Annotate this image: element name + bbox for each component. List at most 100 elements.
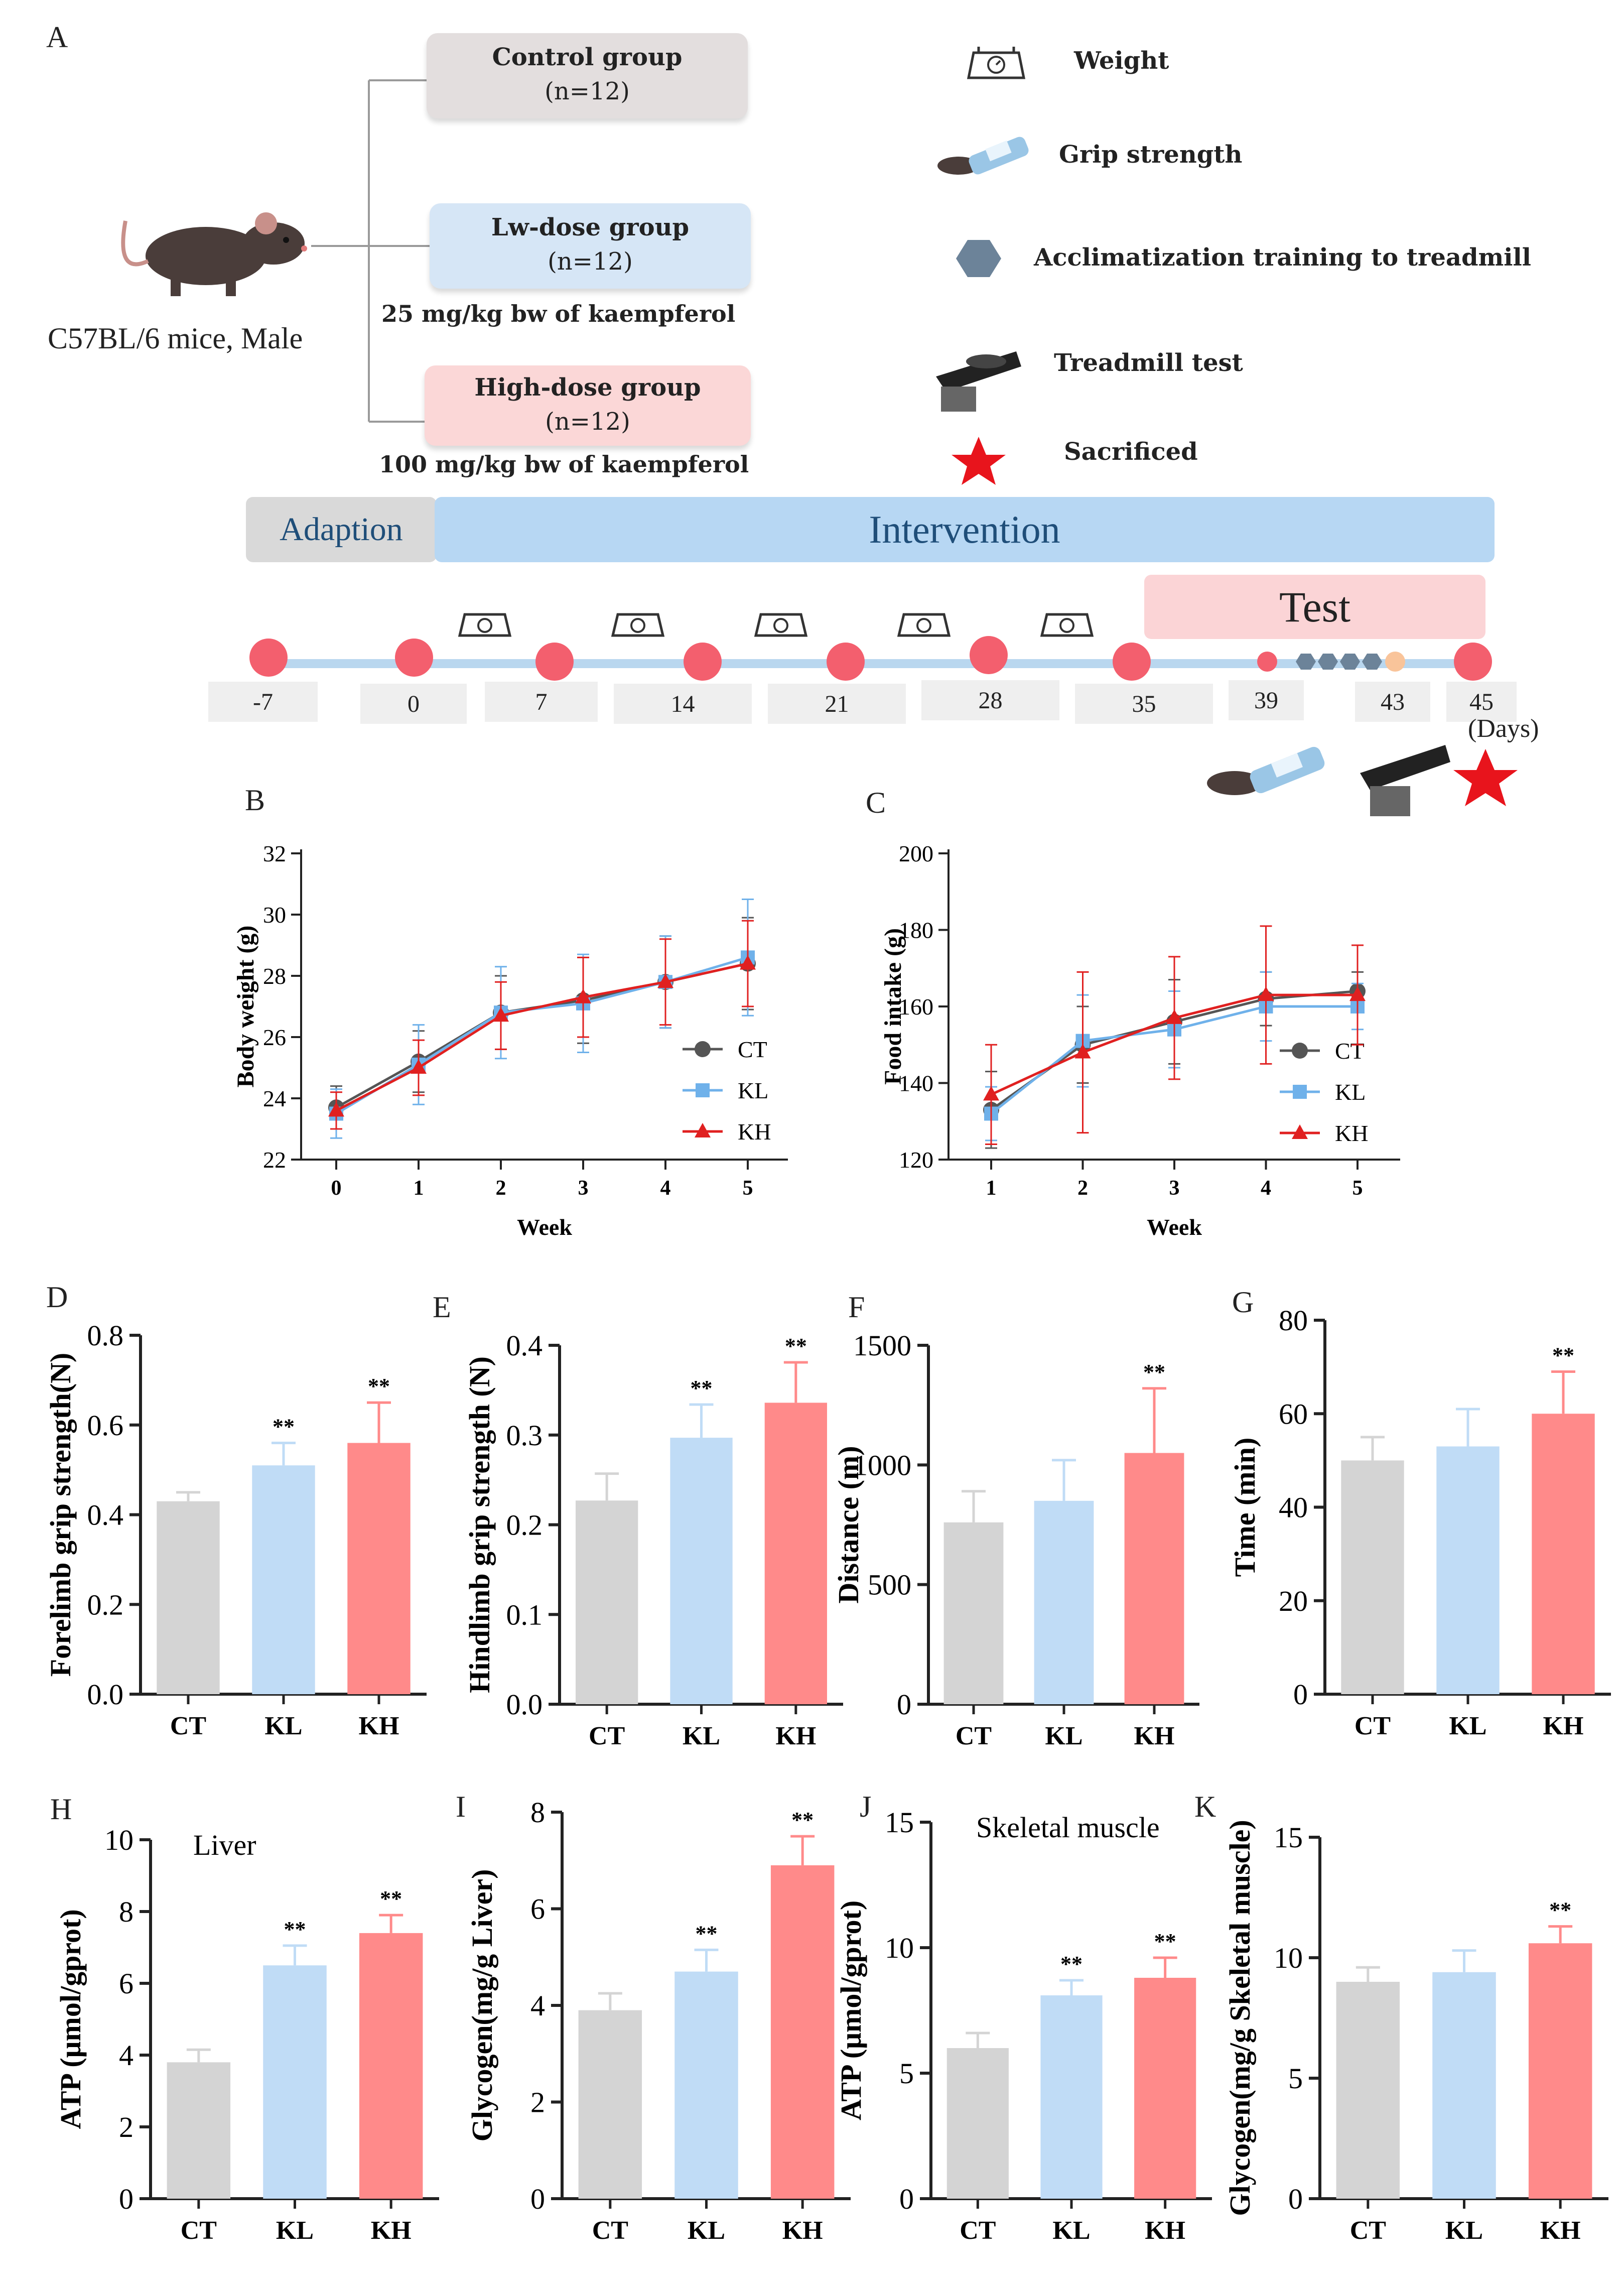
- x-tick-label: 0: [331, 1177, 342, 1200]
- data-point-ct: [411, 1053, 427, 1070]
- phase-intervention: Intervention: [435, 497, 1495, 562]
- x-tick-label: KL: [683, 1722, 720, 1750]
- y-tick-label: 15: [1274, 1821, 1303, 1854]
- x-tick-label: KL: [1445, 2216, 1483, 2245]
- panel-letter-f: F: [848, 1291, 865, 1324]
- data-point-ct: [1349, 983, 1366, 999]
- day-label: 28: [921, 680, 1059, 720]
- data-point-kh: [1166, 1009, 1182, 1024]
- time-bar-chart: 0 20 40 60 80 CT KL KH ** Time (min): [1229, 1304, 1611, 1740]
- y-tick-label: 1500: [853, 1329, 911, 1362]
- liver-atp-bar-chart: 0 2 4 6 8 10 CT KL ** KH ** ATP (μmol/gprot) Liver: [54, 1824, 439, 2245]
- y-tick-label: 8: [530, 1796, 545, 1829]
- legend-label: KL: [738, 1078, 768, 1103]
- timeline-dot-day-39: [1257, 652, 1277, 672]
- series-line-kh: [335, 962, 748, 1112]
- x-tick-label: 4: [660, 1177, 671, 1200]
- day-label: 45: [1446, 682, 1517, 722]
- bar-ct: [1336, 1982, 1400, 2199]
- data-point-kl: [1350, 999, 1365, 1013]
- significance-mark: **: [284, 1917, 306, 1942]
- y-tick-label: 10: [104, 1824, 133, 1856]
- chart-title: Liver: [193, 1829, 256, 1861]
- bar-kl: [670, 1438, 733, 1704]
- x-tick-label: CT: [170, 1712, 206, 1740]
- scale-icon: [458, 613, 512, 637]
- data-point-kl: [984, 1106, 998, 1121]
- control-group-box: Control group (n=12): [427, 33, 748, 118]
- y-tick-label: 80: [1279, 1304, 1308, 1337]
- panel-letter-h: H: [50, 1793, 72, 1826]
- bar-ct: [1341, 1460, 1404, 1694]
- y-axis-label: ATP (μmol/gprot): [54, 1909, 87, 2129]
- series-line-ct: [335, 962, 748, 1109]
- timeline-dot-day-14: [684, 643, 722, 681]
- bar-kh: [1532, 1414, 1595, 1694]
- chart-title: Skeletal muscle: [976, 1811, 1160, 1844]
- x-tick-label: KH: [1134, 1722, 1175, 1750]
- y-tick-label: 0.2: [506, 1509, 543, 1542]
- x-tick-label: 1: [986, 1177, 997, 1200]
- y-tick-label: 10: [885, 1932, 914, 1964]
- x-tick-label: KL: [276, 2216, 314, 2245]
- day-label: 0: [360, 684, 467, 724]
- bar-kl: [1034, 1500, 1094, 1704]
- timeline-dot-day-35: [1113, 643, 1151, 681]
- data-point-kl: [494, 1005, 508, 1020]
- y-tick-label: 6: [530, 1893, 545, 1926]
- bar-kh: [764, 1403, 827, 1704]
- legend-label: CT: [1335, 1038, 1365, 1064]
- day-label: 39: [1229, 680, 1304, 720]
- panel-letter-k: K: [1194, 1790, 1216, 1823]
- x-tick-label: KH: [775, 1722, 816, 1750]
- x-tick-label: 3: [578, 1177, 589, 1200]
- days-unit-label: (Days): [1468, 714, 1539, 743]
- bar-ct: [578, 2010, 642, 2199]
- data-point-kh: [983, 1086, 999, 1101]
- y-tick-label: 10: [1274, 1942, 1303, 1974]
- distance-bar-chart: 0 500 1000 1500 CT KL KH ** Distance (m): [832, 1329, 1199, 1750]
- treadmill-icon: [1360, 745, 1450, 816]
- bar-ct: [946, 2048, 1009, 2199]
- star-icon: [952, 437, 1006, 485]
- y-tick-label: 180: [899, 918, 933, 943]
- legend-marker: [695, 1123, 711, 1137]
- x-tick-label: CT: [1350, 2216, 1386, 2245]
- bar-kh: [1124, 1453, 1184, 1704]
- y-tick-label: 2: [530, 2086, 545, 2119]
- y-tick-label: 0.4: [506, 1329, 543, 1362]
- x-tick-label: KH: [782, 2216, 823, 2245]
- significance-mark: **: [1154, 1929, 1176, 1954]
- panel-letter-e: E: [433, 1291, 451, 1324]
- x-tick-label: KH: [1145, 2216, 1185, 2245]
- legend-marker: [696, 1083, 710, 1097]
- y-tick-label: 26: [263, 1025, 286, 1050]
- bar-kl: [674, 1971, 738, 2199]
- y-tick-label: 0: [530, 2183, 545, 2215]
- y-axis-label: Body weight (g): [232, 926, 259, 1088]
- x-tick-label: CT: [1355, 1712, 1391, 1740]
- day-label: 43: [1355, 682, 1430, 722]
- x-tick-label: KH: [359, 1712, 399, 1740]
- legend-marker: [1292, 1124, 1308, 1139]
- y-tick-label: 0.8: [87, 1319, 124, 1352]
- y-tick-label: 24: [263, 1086, 286, 1111]
- bar-ct: [943, 1522, 1004, 1704]
- x-tick-label: KL: [264, 1712, 302, 1740]
- y-tick-label: 6: [119, 1967, 133, 2000]
- legend-grip-strength: Grip strength: [1059, 141, 1243, 169]
- x-tick-label: CT: [960, 2216, 996, 2245]
- data-point-kh: [493, 1007, 509, 1022]
- y-tick-label: 4: [530, 1989, 545, 2022]
- y-tick-label: 60: [1279, 1398, 1308, 1430]
- y-tick-label: 160: [899, 994, 933, 1020]
- data-point-ct: [1258, 990, 1274, 1007]
- data-point-kh: [1074, 1044, 1091, 1059]
- series-line-kh: [990, 993, 1358, 1096]
- x-tick-label: 5: [743, 1177, 753, 1200]
- y-tick-label: 0: [899, 2183, 914, 2215]
- data-point-ct: [983, 1101, 999, 1118]
- data-point-ct: [328, 1099, 344, 1116]
- bar-kh: [1134, 1978, 1196, 2199]
- data-point-ct: [575, 992, 591, 1008]
